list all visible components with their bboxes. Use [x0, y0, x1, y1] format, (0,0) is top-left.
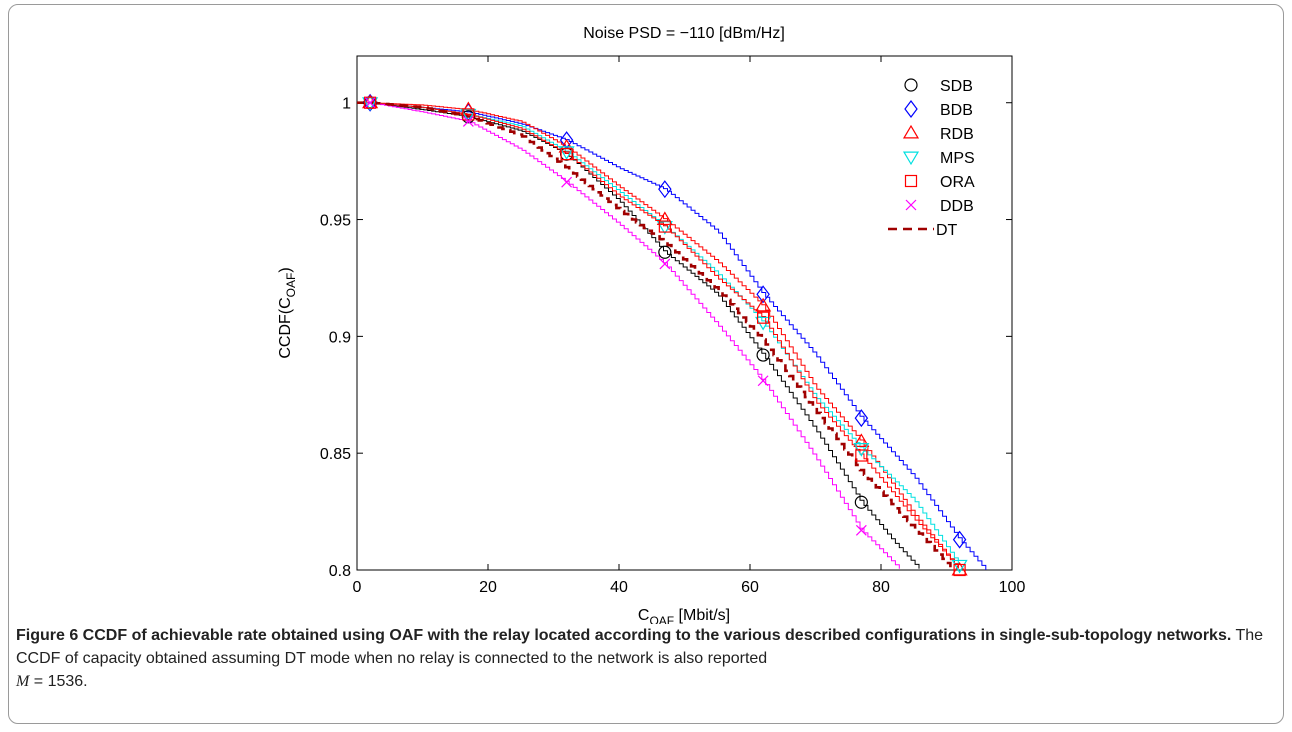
series-markers [362, 93, 968, 577]
ccdf-plot: Noise PSD = −110 [dBm/Hz] 0 20 40 60 80 100 0.… [277, 25, 1026, 624]
figure-caption: Figure 6 CCDF of achievable rate obtaine… [16, 624, 1278, 693]
legend-label-ora: ORA [940, 174, 975, 191]
marker-ora [756, 311, 770, 324]
marker-ora [953, 563, 966, 577]
series-line-dt [357, 101, 952, 568]
marker-rdb [853, 433, 870, 447]
legend-marker-mps [902, 151, 920, 166]
marker-ddb [462, 115, 474, 127]
legend-label-bdb: BDB [940, 102, 973, 119]
marker-rdb [755, 297, 772, 312]
marker-bdb [952, 530, 967, 549]
marker-rdb [656, 211, 673, 226]
marker-ora [855, 449, 868, 462]
caption-body: The CCDF of capacity obtained assuming D… [16, 627, 1264, 667]
x-tick-label: 100 [999, 579, 1026, 596]
legend-label-sdb: SDB [940, 78, 973, 95]
x-tick-label: 20 [479, 579, 497, 596]
x-tick-label: 0 [353, 579, 362, 596]
legend: SDB BDB RDB MPS ORA DDB DT [888, 78, 975, 239]
series-line-bdb [357, 102, 987, 570]
legend-label-ddb: DDB [940, 198, 974, 215]
series-line-sdb [357, 102, 920, 569]
marker-ddb [855, 524, 867, 536]
series-lines [357, 101, 987, 570]
x-tick-label: 60 [741, 579, 759, 596]
legend-label-mps: MPS [940, 150, 975, 167]
x-tick-label: 80 [872, 579, 890, 596]
marker-ddb [659, 258, 671, 270]
marker-sdb [756, 348, 770, 362]
y-tick-label: 0.8 [329, 563, 351, 580]
marker-mps [460, 108, 477, 123]
figure-frame [8, 4, 1284, 724]
marker-ddb [757, 375, 769, 387]
x-axis-label: COAF [Mbit/s] [638, 607, 730, 624]
y-tick-label: 0.9 [329, 329, 351, 346]
marker-rdb [558, 138, 575, 153]
marker-ddb [364, 97, 376, 109]
legend-marker-sdb [904, 78, 918, 92]
marker-mps [558, 146, 575, 160]
marker-mps [951, 559, 968, 574]
marker-bdb [658, 180, 672, 199]
axis-ticks: 0 20 40 60 80 100 0.8 0.85 0.9 0.95 1 [320, 56, 1026, 596]
series-line-mps [357, 102, 959, 564]
axes-box [356, 55, 1013, 571]
caption-lead: Figure 6 CCDF of achievable rate obtaine… [16, 627, 1232, 644]
series-line-ora [357, 102, 959, 569]
marker-sdb [658, 245, 672, 259]
marker-bdb [854, 409, 869, 428]
series-line-ddb [357, 102, 900, 569]
caption-m-value: = 1536. [29, 673, 88, 690]
y-tick-label: 0.85 [320, 446, 351, 463]
x-tick-label: 40 [610, 579, 628, 596]
marker-ddb [561, 176, 573, 188]
series-line-rdb [357, 102, 959, 569]
legend-marker-ddb [905, 199, 917, 211]
legend-marker-bdb [904, 100, 918, 118]
y-tick-label: 0.95 [320, 213, 351, 230]
chart-title: Noise PSD = −110 [dBm/Hz] [583, 25, 785, 42]
marker-ora [462, 108, 475, 121]
y-tick-label: 1 [342, 96, 351, 113]
legend-label-dt: DT [936, 222, 958, 239]
legend-marker-rdb [902, 124, 920, 139]
marker-sdb [854, 495, 868, 509]
marker-ora [658, 220, 671, 233]
marker-ora [364, 96, 377, 109]
legend-label-rdb: RDB [940, 126, 974, 143]
marker-ora [560, 148, 573, 161]
y-axis-label: CCDF(COAF) [277, 267, 298, 358]
marker-bdb [756, 285, 770, 304]
caption-m-variable: M [16, 673, 30, 690]
legend-marker-ora [904, 174, 918, 188]
